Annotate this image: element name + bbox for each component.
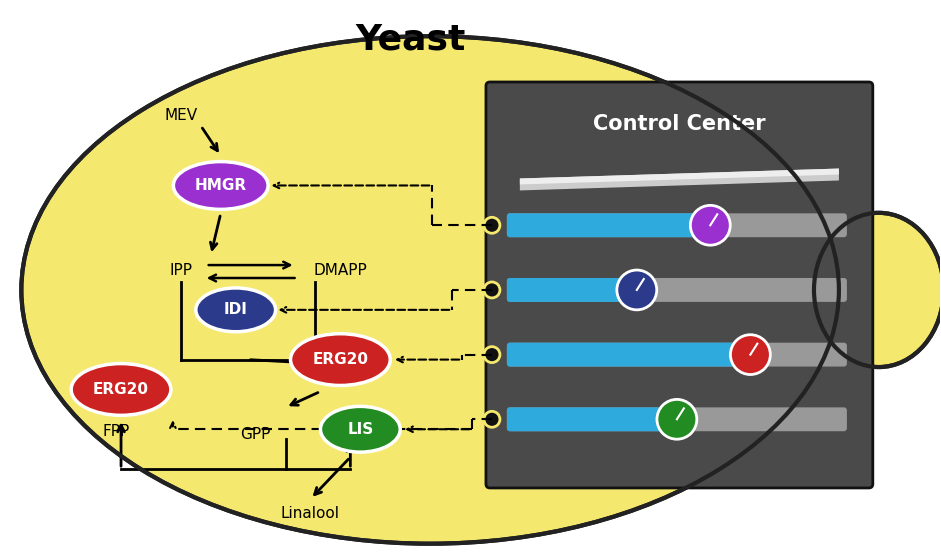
Text: IDI: IDI — [224, 302, 247, 318]
Circle shape — [484, 347, 500, 363]
Text: Linalool: Linalool — [281, 506, 340, 521]
Ellipse shape — [196, 288, 276, 332]
Text: ERG20: ERG20 — [312, 352, 368, 367]
Text: Yeast: Yeast — [355, 22, 466, 56]
Polygon shape — [519, 169, 839, 190]
Circle shape — [484, 411, 500, 427]
Circle shape — [484, 282, 500, 298]
Circle shape — [484, 217, 500, 233]
FancyBboxPatch shape — [507, 213, 713, 237]
Circle shape — [657, 400, 697, 439]
Circle shape — [617, 270, 657, 310]
FancyBboxPatch shape — [507, 407, 847, 431]
Ellipse shape — [814, 213, 941, 367]
Text: FPP: FPP — [103, 424, 130, 439]
Text: ERG20: ERG20 — [93, 382, 149, 397]
Circle shape — [730, 335, 771, 374]
Ellipse shape — [173, 162, 268, 209]
Text: HMGR: HMGR — [195, 178, 247, 193]
Text: Control Center: Control Center — [593, 114, 766, 134]
Text: DMAPP: DMAPP — [313, 263, 367, 277]
FancyBboxPatch shape — [507, 278, 847, 302]
Text: IPP: IPP — [169, 263, 192, 277]
FancyBboxPatch shape — [507, 278, 640, 302]
Text: GPP: GPP — [241, 427, 271, 442]
FancyBboxPatch shape — [507, 407, 680, 431]
Text: LIS: LIS — [347, 422, 374, 437]
Polygon shape — [519, 169, 839, 185]
FancyBboxPatch shape — [507, 343, 754, 367]
Ellipse shape — [22, 36, 839, 543]
Polygon shape — [819, 230, 899, 355]
Ellipse shape — [72, 364, 171, 415]
Circle shape — [691, 205, 730, 245]
FancyBboxPatch shape — [486, 82, 873, 488]
Ellipse shape — [291, 334, 391, 386]
Ellipse shape — [321, 406, 400, 452]
FancyBboxPatch shape — [507, 343, 847, 367]
Text: MEV: MEV — [165, 108, 198, 123]
FancyBboxPatch shape — [507, 213, 847, 237]
